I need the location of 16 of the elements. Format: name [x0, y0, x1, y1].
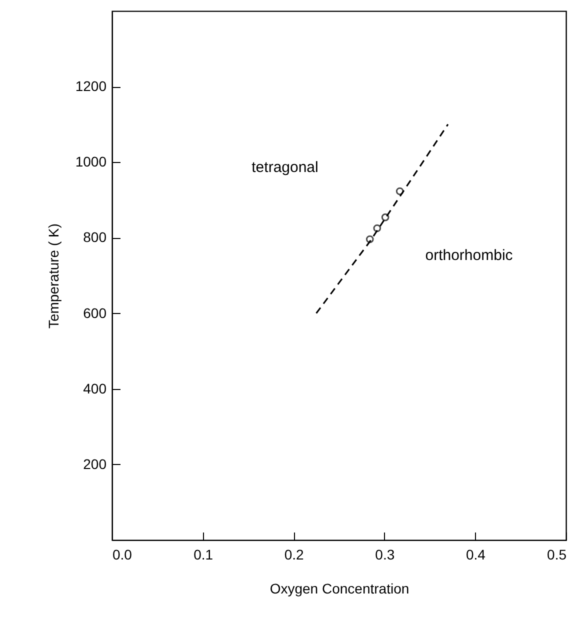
x-tick-label: 0.0 — [112, 546, 132, 562]
y-tick-label: 1000 — [75, 154, 107, 170]
x-tick-label: 0.1 — [194, 546, 214, 562]
y-tick-label: 600 — [83, 304, 107, 321]
x-tick-label: 0.5 — [547, 546, 567, 562]
x-tick-label: 0.4 — [466, 546, 486, 562]
y-axis-title: Temperature ( K) — [45, 223, 62, 329]
y-tick-label: 800 — [83, 229, 107, 246]
x-tick-label: 0.2 — [284, 546, 304, 562]
y-tick-label: 1200 — [75, 78, 107, 94]
annotation: tetragonal — [252, 159, 318, 176]
y-tick-label: 200 — [83, 456, 107, 472]
x-axis-title: Oxygen Concentration — [270, 580, 410, 596]
x-tick-label: 0.3 — [375, 546, 395, 562]
annotation: orthorhombic — [425, 247, 514, 264]
y-tick-label: 400 — [83, 380, 107, 396]
